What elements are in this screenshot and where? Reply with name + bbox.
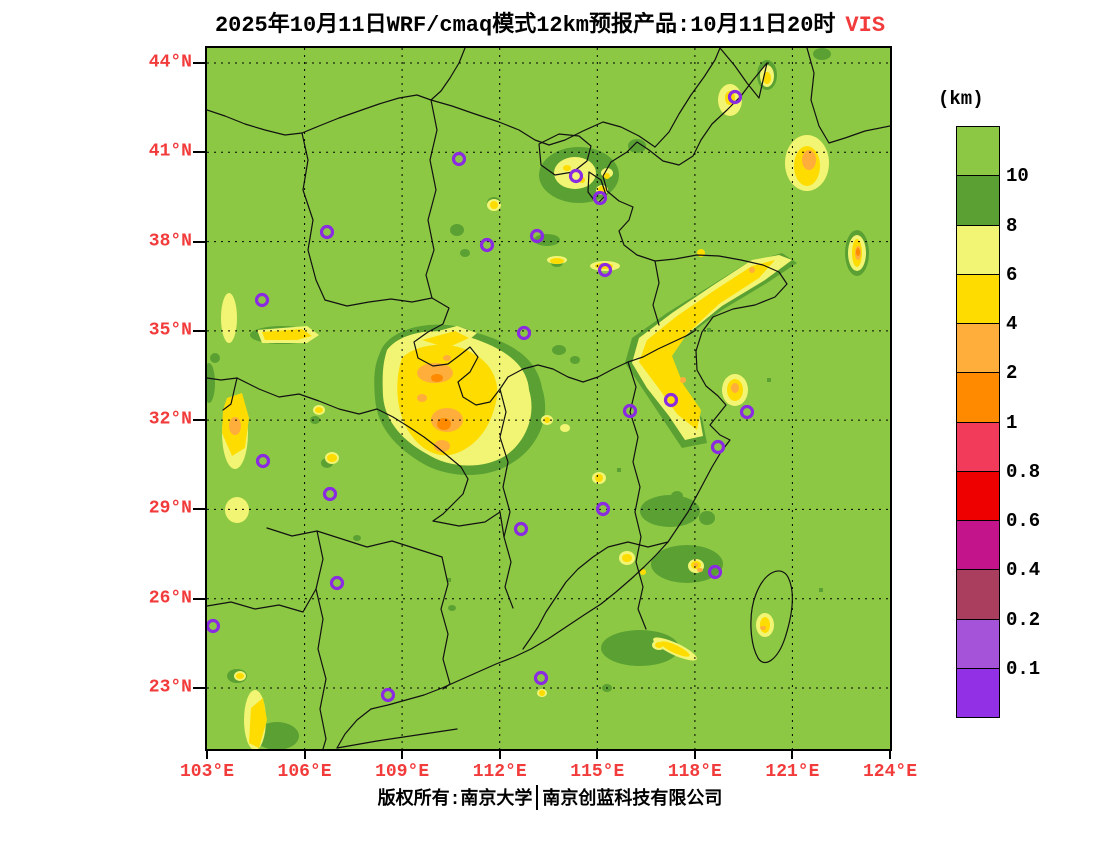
- lon-tick-label: 118°E: [667, 762, 722, 782]
- colorbar-boundary-label: 10: [1006, 165, 1029, 188]
- lon-tick-label: 124°E: [862, 762, 917, 782]
- graticule-grid: [207, 48, 890, 749]
- city-ring-marker: [533, 670, 549, 686]
- lat-tick-mark: [193, 508, 206, 511]
- colorbar-boundary-label: 0.1: [1006, 657, 1041, 680]
- colorbar-box: [956, 224, 1000, 275]
- footer-divider-bar: [536, 785, 539, 811]
- lat-tick-label: 41°N: [148, 141, 192, 162]
- city-ring-marker: [595, 501, 611, 517]
- lat-tick-label: 26°N: [148, 588, 192, 609]
- city-ring-marker: [739, 404, 755, 420]
- lat-tick-mark: [193, 151, 206, 154]
- colorbar-box: [956, 667, 1000, 718]
- lon-tick-label: 103°E: [179, 762, 234, 782]
- colorbar-box: [956, 323, 1000, 374]
- lon-tick-mark: [693, 749, 696, 759]
- page-title: 2025年10月11日WRF/cmaq模式12km预报产品:10月11日20时 V…: [0, 6, 1100, 38]
- lat-tick-label: 32°N: [148, 409, 192, 430]
- lat-tick-label: 35°N: [148, 320, 192, 341]
- lon-tick-mark: [889, 749, 891, 759]
- city-ring-marker: [513, 521, 529, 537]
- lon-tick-mark: [596, 749, 599, 759]
- city-ring-marker: [727, 89, 743, 105]
- city-ring-marker: [451, 151, 467, 167]
- title-main: 2025年10月11日WRF/cmaq模式12km预报产品:10月11日20时: [214, 13, 836, 38]
- lat-tick-mark: [193, 687, 206, 689]
- title-variable-vis: VIS: [845, 13, 886, 38]
- map-canvas: [205, 46, 892, 751]
- lat-tick-label: 29°N: [148, 499, 192, 520]
- colorbar-box: [956, 126, 1000, 177]
- city-ring-marker: [207, 618, 221, 634]
- colorbar-unit-label: (km): [938, 88, 984, 110]
- lat-tick-mark: [193, 240, 206, 243]
- lon-tick-mark: [206, 749, 208, 759]
- city-ring-marker: [380, 687, 396, 703]
- lat-tick-mark: [193, 419, 206, 422]
- colorbar-box: [956, 569, 1000, 620]
- colorbar-box: [956, 470, 1000, 521]
- lon-tick-label: 121°E: [765, 762, 820, 782]
- copyright-left: 版权所有:南京大学: [377, 790, 533, 810]
- colorbar-boundary-label: 4: [1006, 313, 1018, 335]
- lat-tick-mark: [193, 329, 206, 332]
- lon-tick-label: 109°E: [375, 762, 430, 782]
- colorbar-boundary-label: 0.2: [1006, 608, 1041, 631]
- city-ring-marker: [622, 403, 638, 419]
- city-ring-marker: [568, 168, 584, 184]
- lon-tick-mark: [498, 749, 501, 759]
- city-ring-marker: [255, 453, 271, 469]
- city-ring-marker: [707, 564, 723, 580]
- lon-tick-mark: [303, 749, 306, 759]
- city-markers: [207, 89, 755, 703]
- colorbar-boundary-label: 0.8: [1006, 460, 1041, 483]
- city-ring-marker: [597, 262, 613, 278]
- city-ring-marker: [529, 228, 545, 244]
- colorbar-box: [956, 273, 1000, 324]
- colorbar-box: [956, 175, 1000, 226]
- colorbar-boundary-label: 8: [1006, 214, 1018, 237]
- lat-tick-label: 44°N: [148, 52, 192, 73]
- city-ring-marker: [663, 392, 679, 408]
- colorbar-boundary-label: 0.4: [1006, 559, 1041, 582]
- colorbar-boundary-label: 1: [1006, 411, 1018, 434]
- colorbar-boundary-label: 6: [1006, 263, 1018, 286]
- colorbar-box: [956, 618, 1000, 669]
- lon-tick-mark: [401, 749, 404, 759]
- city-ring-marker: [479, 237, 495, 253]
- city-ring-marker: [322, 486, 338, 502]
- colorbar: [956, 126, 1000, 718]
- lat-tick-mark: [193, 62, 206, 64]
- lat-tick-mark: [193, 597, 206, 600]
- lon-tick-label: 106°E: [277, 762, 332, 782]
- copyright-right: 南京创蓝科技有限公司: [542, 790, 723, 810]
- city-ring-marker: [710, 439, 726, 455]
- city-ring-marker: [592, 190, 608, 206]
- colorbar-boundary-label: 0.6: [1006, 510, 1041, 532]
- visibility-1-2km-patches: [431, 248, 860, 430]
- lat-tick-label: 23°N: [148, 677, 192, 698]
- province-borders: [207, 48, 890, 749]
- lat-tick-label: 38°N: [148, 231, 192, 252]
- colorbar-box: [956, 421, 1000, 472]
- copyright-footer: 版权所有:南京大学 南京创蓝科技有限公司: [0, 784, 1100, 813]
- city-ring-marker: [319, 224, 335, 240]
- lon-tick-mark: [791, 749, 794, 759]
- colorbar-box: [956, 520, 1000, 571]
- colorbar-boundary-label: 2: [1006, 362, 1018, 385]
- lon-tick-label: 112°E: [472, 762, 527, 782]
- city-ring-marker: [254, 292, 270, 308]
- lon-tick-label: 115°E: [570, 762, 625, 782]
- city-ring-marker: [516, 325, 532, 341]
- city-ring-marker: [329, 575, 345, 591]
- colorbar-box: [956, 372, 1000, 423]
